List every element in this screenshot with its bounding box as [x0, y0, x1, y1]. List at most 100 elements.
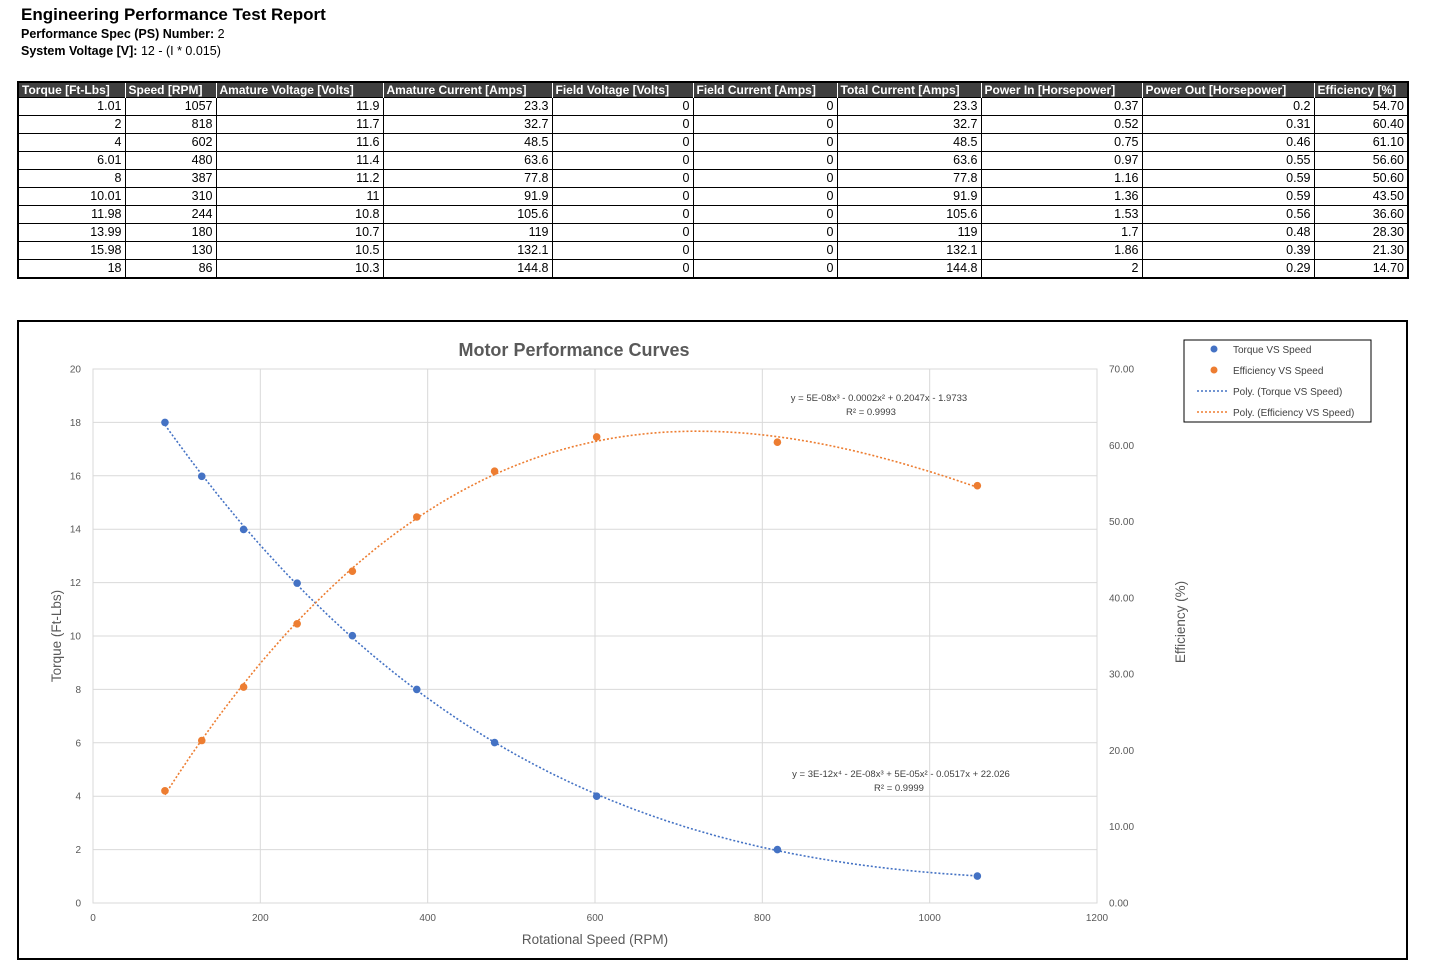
table-cell: 6.01 [17, 151, 126, 170]
column-header: Total Current [Amps] [837, 82, 982, 98]
table-cell: 0 [692, 241, 838, 260]
y-tick-label: 0 [75, 899, 81, 910]
table-cell: 0.55 [1141, 151, 1315, 170]
efficiency-data-point [592, 433, 601, 441]
torque-data-point [239, 525, 248, 534]
table-cell: 0.37 [980, 97, 1143, 116]
table-cell: 50.60 [1313, 169, 1409, 188]
trendline-layer [164, 424, 978, 877]
y2-axis-title: Efficiency (%) [1173, 581, 1188, 663]
table-cell: 0 [692, 97, 838, 116]
table-cell: 119 [836, 223, 982, 242]
table-cell: 21.30 [1313, 241, 1409, 260]
report-title: Engineering Performance Test Report [21, 5, 326, 24]
table-cell: 818 [124, 115, 217, 134]
table-row: 8 387 11.2 77.8 0 0 77.8 1.16 0.59 50.60 [17, 169, 1409, 188]
table-cell: 0 [692, 169, 838, 188]
table-cell: 14.70 [1313, 259, 1409, 279]
y2-tick-label: 20.00 [1109, 746, 1134, 757]
table-cell: 387 [124, 169, 217, 188]
chart-title: Motor Performance Curves [458, 340, 689, 360]
table-cell: 310 [124, 187, 217, 206]
table-cell: 0 [551, 241, 694, 260]
table-cell: 13.99 [17, 223, 126, 242]
table-cell: 10.8 [215, 205, 384, 224]
table-cell: 0 [551, 187, 694, 206]
table-row: 1.01 1057 11.9 23.3 0 0 23.3 0.37 0.2 54.70 [17, 97, 1409, 116]
table-cell: 0.31 [1141, 115, 1315, 134]
chart-legend: Torque VS Speed Efficiency VS Speed Poly… [1183, 339, 1372, 423]
torque-data-point [293, 579, 301, 587]
table-cell: 0.75 [980, 133, 1143, 152]
points-layer [161, 418, 982, 880]
table-cell: 0.52 [980, 115, 1143, 134]
efficiency-data-point [412, 513, 421, 521]
table-row: 10.01 310 11 91.9 0 0 91.9 1.36 0.59 43.50 [17, 187, 1409, 206]
table-cell: 2 [17, 115, 126, 134]
table-row: 18 86 10.3 144.8 0 0 144.8 2 0.29 14.70 [17, 259, 1409, 279]
y2-tick-label: 40.00 [1109, 593, 1134, 604]
table-cell: 0 [692, 223, 838, 242]
table-cell: 10.7 [215, 223, 384, 242]
table-row: 6.01 480 11.4 63.6 0 0 63.6 0.97 0.55 56.60 [17, 151, 1409, 170]
torque-data-point [490, 738, 499, 747]
table-cell: 0.48 [1141, 223, 1315, 242]
table-cell: 0 [692, 115, 838, 134]
voltage-line: System Voltage [V]: 12 - (I * 0.015) [21, 43, 326, 60]
table-cell: 8 [17, 169, 126, 188]
y-tick-label: 14 [70, 525, 82, 536]
table-cell: 91.9 [836, 187, 982, 206]
legend-torque-trend-label: Poly. (Torque VS Speed) [1233, 387, 1342, 398]
y-tick-label: 8 [75, 685, 81, 696]
y-tick-label: 12 [70, 578, 82, 589]
y-tick-label: 18 [70, 418, 82, 429]
efficiency-data-point [293, 619, 301, 628]
table-cell: 119 [382, 223, 553, 242]
legend-efficiency-trend-label: Poly. (Efficiency VS Speed) [1233, 408, 1354, 419]
table-cell: 1.7 [980, 223, 1143, 242]
table-cell: 11.7 [215, 115, 384, 134]
table-cell: 0 [551, 205, 694, 224]
table-row: 4 602 11.6 48.5 0 0 48.5 0.75 0.46 61.10 [17, 133, 1409, 152]
y-tick-label: 20 [70, 365, 82, 376]
table-cell: 0 [692, 187, 838, 206]
column-header: Power In [Horsepower] [981, 82, 1143, 98]
table-cell: 4 [17, 133, 126, 152]
y-tick-label: 10 [70, 632, 82, 643]
table-cell: 144.8 [382, 259, 553, 279]
table-cell: 0 [551, 97, 694, 116]
table-cell: 602 [124, 133, 217, 152]
table-cell: 60.40 [1313, 115, 1409, 134]
table-cell: 43.50 [1313, 187, 1409, 206]
legend-torque-label: Torque VS Speed [1233, 345, 1311, 356]
table-cell: 86 [124, 259, 217, 279]
table-cell: 0 [692, 205, 838, 224]
voltage-value: 12 - (I * 0.015) [140, 44, 221, 58]
table-cell: 1.86 [980, 241, 1143, 260]
efficiency-data-point [973, 481, 982, 490]
table-cell: 0.39 [1141, 241, 1315, 260]
table-header-row: Torque [Ft-Lbs] Speed [RPM] Amature Volt… [18, 82, 1409, 98]
table-cell: 244 [124, 205, 217, 224]
torque-data-point [412, 685, 421, 694]
table-row: 2 818 11.7 32.7 0 0 32.7 0.52 0.31 60.40 [17, 115, 1409, 134]
table-cell: 105.6 [382, 205, 553, 224]
performance-chart: Motor Performance Curves 0 2 4 6 8 10 12 14 16 18… [49, 339, 1372, 947]
table-cell: 61.10 [1313, 133, 1409, 152]
torque-data-point [348, 631, 357, 640]
torque-data-point [161, 418, 169, 427]
table-cell: 0.56 [1141, 205, 1315, 224]
spec-line: Performance Spec (PS) Number: 2 [21, 26, 326, 43]
legend-efficiency-label: Efficiency VS Speed [1233, 366, 1323, 377]
efficiency-trend-r2: R² = 0.9993 [846, 407, 896, 418]
y2-tick-label: 0.00 [1109, 899, 1129, 910]
x-tick-label: 600 [587, 913, 604, 924]
table-cell: 32.7 [382, 115, 553, 134]
performance-table: Torque [Ft-Lbs] Speed [RPM] Amature Volt… [17, 81, 1409, 279]
efficiency-data-point [197, 736, 206, 745]
report-header: Engineering Performance Test Report Perf… [21, 4, 326, 60]
table-cell: 48.5 [382, 133, 553, 152]
table-cell: 0 [551, 223, 694, 242]
torque-data-point [973, 872, 982, 880]
table-cell: 28.30 [1313, 223, 1409, 242]
